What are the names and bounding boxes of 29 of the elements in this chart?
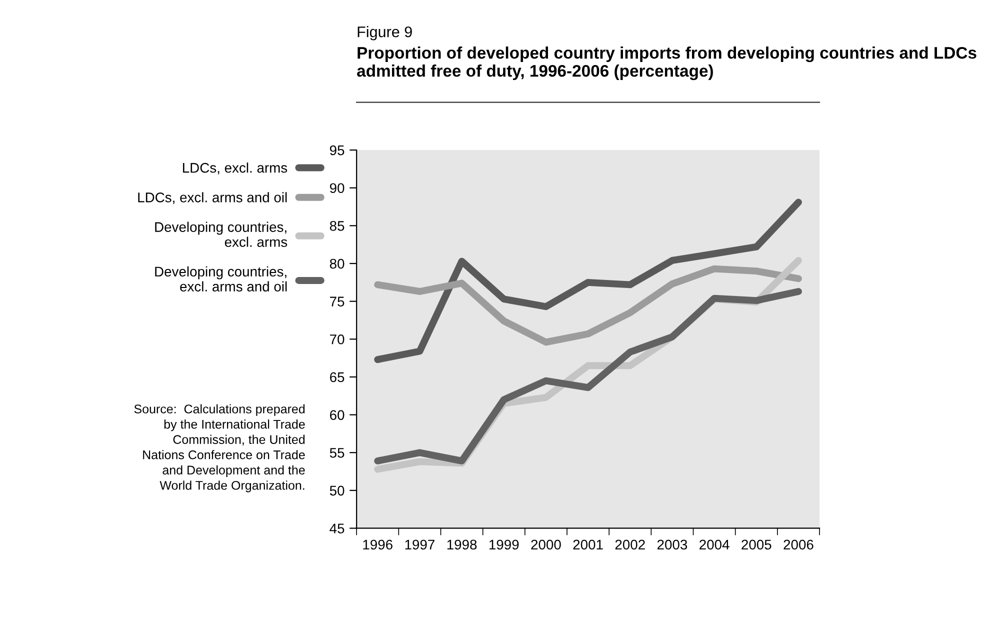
legend-label: Developing countries, excl. arms [155,222,288,247]
legend-label: LDCs, excl. arms and oil [138,192,287,204]
chart-title: Figure 9 [358,26,412,40]
legend-label: Developing countries, excl. arms and oil [155,266,287,292]
y-tick-label: 80 [330,258,344,269]
x-tick-label: 1997 [405,540,434,550]
x-tick-label: 2001 [573,540,603,550]
y-tick-label: 45 [330,524,344,534]
x-tick-label: 2005 [742,540,772,550]
x-tick-label: 2003 [657,540,688,550]
x-tick-label: 1999 [489,540,519,550]
x-tick-label: 2004 [700,540,730,550]
y-tick-label: 50 [330,486,344,496]
y-tick-label: 65 [330,372,344,382]
y-tick-label: 75 [330,296,344,306]
x-tick-label: 1996 [363,540,392,550]
y-tick-label: 85 [330,221,344,231]
y-tick-label: 70 [330,334,344,344]
x-tick-label: 2006 [784,540,814,550]
y-tick-label: 95 [330,145,344,156]
y-tick-label: 60 [330,410,344,420]
source-note: Source: Calculations prepared by the International Trade Commission, the United Nations Conference on Trade and Development and the World Trade Organization. [134,404,305,492]
chart-subtitle: Proportion of developed country imports from developing countries and LDCs admitted free of duty, 1996-2006 (percentage) [357,46,976,80]
x-tick-label: 2002 [615,540,645,550]
y-tick-label: 55 [330,448,344,458]
y-tick-label: 90 [330,183,344,194]
legend-label: LDCs, excl. arms [183,162,288,174]
x-tick-label: 2000 [531,540,561,550]
x-tick-label: 1998 [447,540,477,550]
